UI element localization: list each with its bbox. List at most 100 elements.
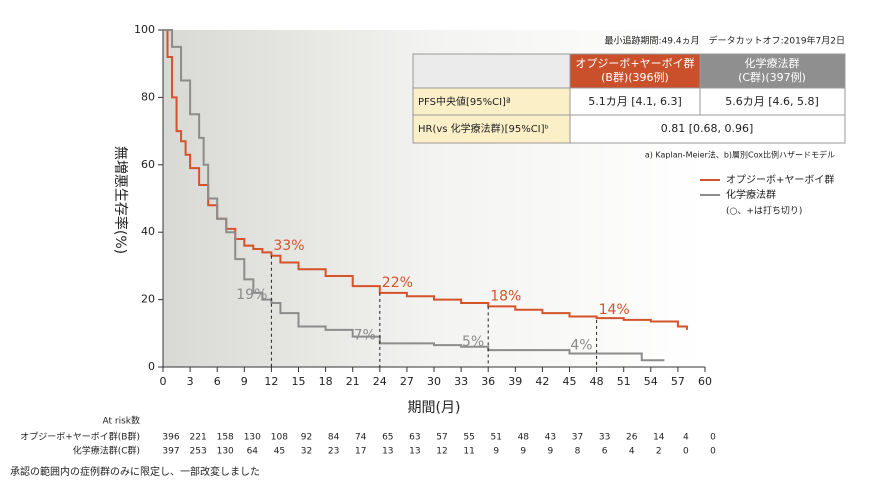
x-tick-label: 54 [644,375,658,388]
risk-value: 6 [602,447,608,457]
risk-value: 130 [244,433,261,443]
risk-value: 84 [328,433,340,443]
table-cell [569,114,846,144]
note: 承認の範囲内の症例群のみに限定し、一部改変しました [10,465,260,478]
x-tick-label: 45 [563,375,577,388]
risk-value: 0 [710,433,716,443]
caption: 最小追跡期間:49.4ヵ月 データカットオフ:2019年7月2日 [605,35,845,47]
annotation: 14% [599,302,630,318]
risk-value: 13 [382,447,393,457]
risk-value: 108 [271,433,288,443]
annotation: 18% [490,288,521,304]
risk-value: 397 [162,447,179,457]
row-label: HR(vs 化学療法群)[95%CI]ᵇ [418,122,549,135]
x-tick-label: 12 [264,375,278,388]
table-cell [412,114,571,144]
x-tick-label: 60 [698,375,712,388]
annotation: 19% [236,287,267,303]
x-tick-label: 15 [292,375,306,388]
table-cell [412,87,571,116]
risk-value: 396 [162,433,179,443]
risk-value: 55 [463,433,474,443]
risk-value: 43 [545,433,556,443]
x-tick-label: 6 [214,375,221,388]
risk-value: 32 [301,447,312,457]
risk-value: 158 [217,433,234,443]
risk-value: 14 [653,433,665,443]
table-cell [699,53,846,89]
risk-label: オプジーボ+ヤーボイ群(B群) [20,431,140,443]
risk-value: 4 [683,433,689,443]
risk-value: 11 [463,447,474,457]
risk-value: 9 [520,447,526,457]
risk-value: 57 [436,433,447,443]
risk-value: 9 [493,447,499,457]
risk-value: 63 [409,433,420,443]
risk-value: 2 [656,447,662,457]
x-tick-label: 27 [400,375,414,388]
x-tick-label: 36 [481,375,495,388]
y-tick-label: 80 [141,90,155,103]
risk-value: 130 [217,447,234,457]
risk-value: 26 [626,433,638,443]
x-tick-label: 3 [187,375,194,388]
x-tick-label: 48 [590,375,604,388]
risk-value: 64 [247,447,259,457]
legend-label: 化学療法群 [726,188,776,201]
risk-value: 37 [572,433,583,443]
header: (B群)(396例) [601,70,669,84]
risk-value: 23 [328,447,339,457]
x-tick-label: 42 [535,375,549,388]
x-tick-label: 0 [160,375,167,388]
cell: 0.81 [0.68, 0.96] [661,122,754,135]
risk-value: 65 [382,433,393,443]
km-curve [163,29,665,362]
x-tick-label: 30 [427,375,441,388]
legend-label: オプジーボ+ヤーボイ群 [726,173,834,186]
x-tick-label: 39 [508,375,522,388]
y-tick-label: 100 [134,23,155,36]
risk-label: 化学療法群(C群) [73,445,140,457]
risk-value: 4 [629,447,635,457]
risk-value: 221 [190,433,207,443]
legend-note: (○、+は打ち切り) [726,205,802,217]
annotation: 4% [570,338,592,354]
risk-value: 13 [409,447,420,457]
risk-value: 8 [575,447,581,457]
header: (C群)(397例) [738,70,806,84]
x-tick-label: 21 [346,375,360,388]
y-tick-label: 20 [141,293,155,306]
risk-value: 253 [190,447,207,457]
table-cell [412,53,571,89]
annotation: 33% [273,238,304,254]
annotation: 7% [354,327,376,343]
risk-value: 48 [518,433,530,443]
row-label: PFS中央値[95%CI]ª [418,95,511,108]
risk-value: 33 [599,433,610,443]
risk-value: 45 [274,447,285,457]
risk-value: 12 [436,447,447,457]
x-tick-label: 18 [319,375,333,388]
risk-value: 9 [548,447,554,457]
header: 化学療法群 [745,56,800,70]
risk-value: 0 [683,447,689,457]
y-label: 無増悪生存率(%) [112,146,129,254]
header: オプジーボ+ヤーボイ群 [575,56,694,70]
x-tick-label: 57 [671,375,685,388]
risk-value: 92 [301,433,312,443]
annotation: 22% [382,275,413,291]
x-tick-label: 51 [617,375,631,388]
km-curve [163,29,688,330]
footnote: a) Kaplan-Meier法、b)層別Cox比例ハザードモデル [645,150,835,160]
annotation: 5% [462,334,484,350]
risk-value: 17 [355,447,366,457]
y-tick-label: 40 [141,225,155,238]
risk-title: At risk数 [103,415,141,427]
y-tick-label: 60 [141,158,155,171]
x-tick-label: 9 [241,375,248,388]
cell: 5.1カ月 [4.1, 6.3] [588,95,682,108]
risk-value: 0 [710,447,716,457]
x-tick-label: 24 [373,375,387,388]
table-cell [569,53,701,89]
